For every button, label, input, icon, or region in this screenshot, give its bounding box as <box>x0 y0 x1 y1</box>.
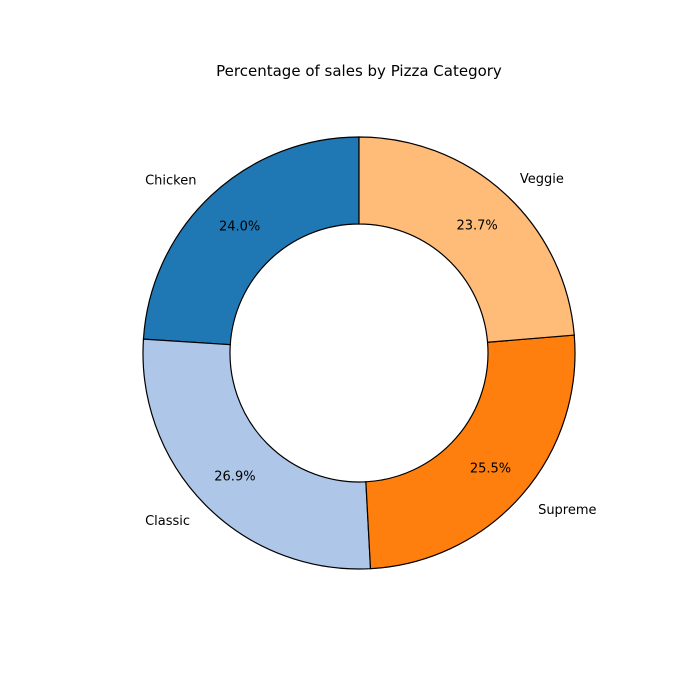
donut-labels: Chicken 24.0% Classic 26.9% Supreme 25.5% Vegg… <box>145 172 596 529</box>
chart-title: Percentage of sales by Pizza Category <box>216 62 502 80</box>
slice-supreme <box>365 334 576 570</box>
percent-label-classic: 26.9% <box>214 470 255 485</box>
category-label-classic: Classic <box>145 514 190 529</box>
category-label-veggie: Veggie <box>520 172 564 187</box>
percent-label-supreme: 25.5% <box>470 462 511 477</box>
category-label-supreme: Supreme <box>538 503 596 518</box>
category-label-chicken: Chicken <box>145 174 196 189</box>
slice-veggie <box>358 136 575 343</box>
slice-chicken <box>142 136 360 346</box>
percent-label-veggie: 23.7% <box>456 219 497 234</box>
percent-label-chicken: 24.0% <box>219 220 260 235</box>
slice-classic <box>142 338 372 570</box>
donut-slices <box>142 136 576 570</box>
